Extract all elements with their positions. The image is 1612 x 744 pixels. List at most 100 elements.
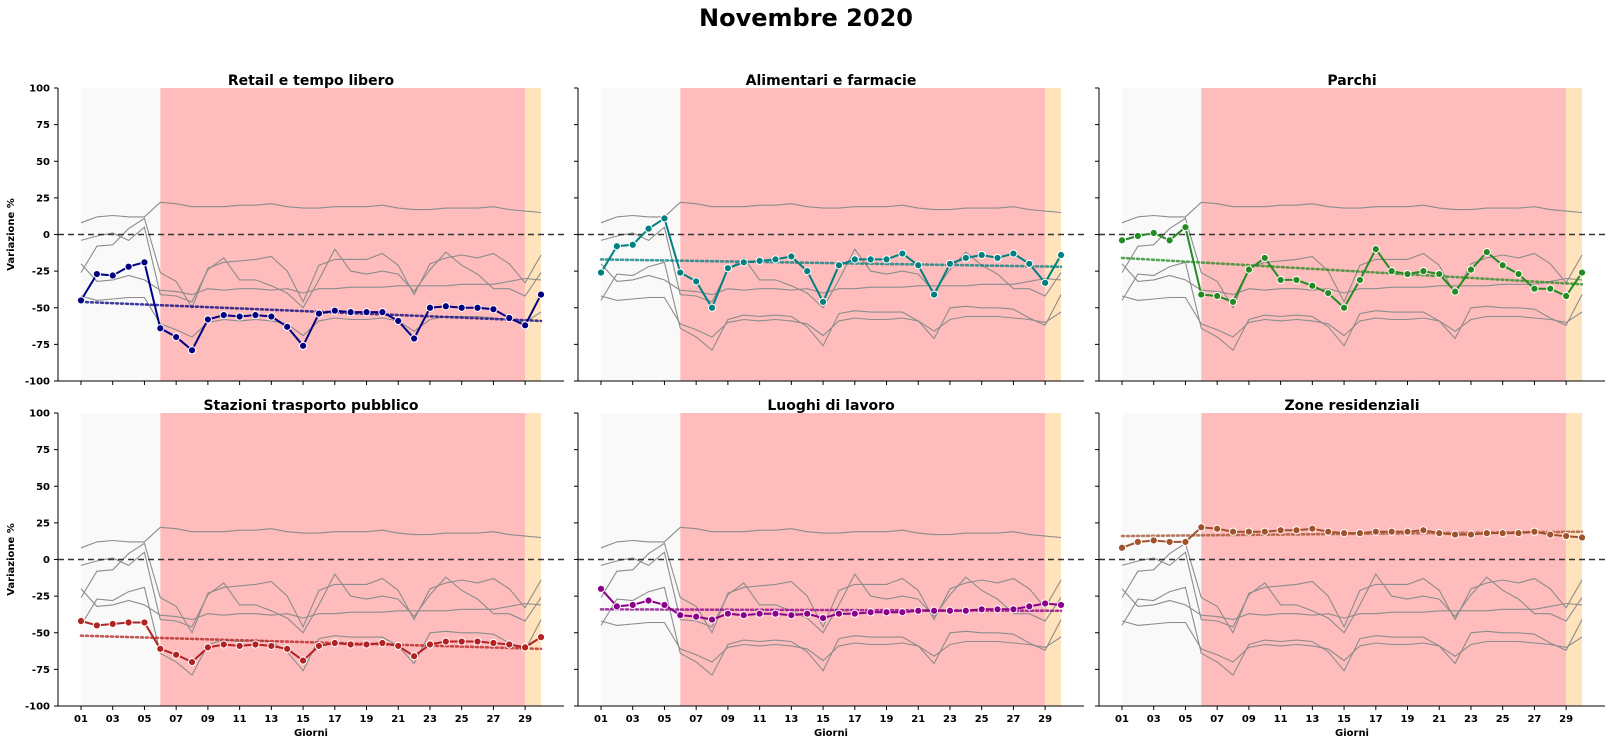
data-point <box>521 321 530 330</box>
data-point <box>739 258 748 267</box>
y-tick-label: 100 <box>29 84 50 95</box>
data-point <box>187 346 197 355</box>
x-tick-label: 23 <box>423 714 437 725</box>
data-point <box>203 643 212 652</box>
data-point <box>1009 605 1018 614</box>
trend-line <box>1120 256 1584 286</box>
context-line-5 <box>600 263 1062 296</box>
data-point <box>536 290 546 299</box>
x-tick-label: 13 <box>264 714 278 725</box>
data-point <box>108 619 117 629</box>
y-tick-label: -25 <box>32 267 50 278</box>
data-point <box>866 255 875 264</box>
x-axis-label: Giorni <box>814 728 848 739</box>
data-point <box>235 641 244 651</box>
data-point <box>834 261 844 270</box>
data-point <box>140 258 149 267</box>
data-point <box>410 652 419 661</box>
context-line-6 <box>600 201 1062 224</box>
data-point <box>676 611 685 620</box>
y-axis-label: Variazione % <box>6 198 17 271</box>
data-point <box>1308 524 1317 533</box>
data-point <box>1355 275 1365 285</box>
data-point <box>1403 269 1412 279</box>
data-point <box>410 334 419 343</box>
data-point <box>707 615 717 624</box>
data-point <box>1165 537 1174 547</box>
x-tick-label: 17 <box>1369 714 1383 725</box>
x-tick-label: 15 <box>1337 714 1351 725</box>
data-point <box>660 214 669 223</box>
data-point <box>1435 269 1444 279</box>
data-point <box>771 255 780 264</box>
data-point <box>1009 249 1018 258</box>
data-point <box>1403 527 1412 536</box>
x-tick-label: 27 <box>1006 714 1020 725</box>
data-point <box>1149 536 1158 545</box>
trend-line <box>599 608 1063 613</box>
data-point <box>1213 291 1222 301</box>
data-point <box>378 308 387 317</box>
context-line-1 <box>80 586 542 677</box>
context-line-5 <box>1121 263 1583 296</box>
data-point <box>283 644 292 653</box>
data-point <box>298 341 308 350</box>
x-tick-label: 03 <box>1147 714 1161 725</box>
x-axis-label: Giorni <box>1335 728 1369 739</box>
context-line-5 <box>80 588 542 621</box>
y-tick-label: 75 <box>36 120 50 131</box>
data-point <box>362 640 371 649</box>
y-tick-label: -50 <box>32 303 50 314</box>
data-point <box>644 224 653 233</box>
data-point <box>457 637 466 646</box>
data-point <box>219 640 228 649</box>
x-tick-label: 19 <box>360 714 374 725</box>
data-point <box>1466 530 1476 539</box>
data-point <box>394 316 403 326</box>
data-point <box>850 255 859 264</box>
data-point <box>1117 543 1127 552</box>
data-point <box>1371 527 1380 536</box>
x-tick-label: 07 <box>169 714 183 725</box>
x-tick-label: 25 <box>455 714 469 725</box>
x-tick-label: 09 <box>201 714 215 725</box>
data-point <box>1041 278 1050 287</box>
x-tick-label: 07 <box>689 714 703 725</box>
data-point <box>1308 281 1317 290</box>
data-point <box>394 641 403 651</box>
subplot-title: Retail e tempo libero <box>228 73 395 89</box>
data-point <box>1041 599 1050 608</box>
y-tick-label: -100 <box>25 377 50 388</box>
context-line-2 <box>80 542 542 635</box>
data-point <box>1228 527 1238 536</box>
data-point <box>596 268 606 277</box>
data-point <box>1197 523 1206 532</box>
data-point <box>1056 250 1066 260</box>
data-point <box>1025 259 1034 268</box>
x-tick-label: 21 <box>911 714 925 725</box>
data-point <box>251 640 260 649</box>
data-point <box>707 303 717 312</box>
x-tick-label: 13 <box>1305 714 1319 725</box>
x-tick-label: 29 <box>518 714 532 725</box>
data-point <box>961 606 970 615</box>
data-point <box>108 271 117 280</box>
data-point <box>1466 265 1476 274</box>
data-point <box>612 602 621 611</box>
x-tick-label: 07 <box>1210 714 1224 725</box>
data-point <box>298 656 308 665</box>
data-point <box>219 310 228 320</box>
subplot-title: Parchi <box>1327 73 1376 89</box>
data-point <box>961 253 970 263</box>
data-point <box>1133 231 1142 241</box>
data-point <box>993 605 1002 614</box>
data-point <box>930 606 939 615</box>
data-point <box>536 633 546 642</box>
x-tick-label: 03 <box>106 714 120 725</box>
data-point <box>1181 537 1190 547</box>
data-point <box>1117 236 1127 245</box>
data-point <box>1419 267 1428 276</box>
x-tick-label: 13 <box>784 714 798 725</box>
subplot-2: Alimentari e farmacie <box>574 73 1084 385</box>
x-tick-label: 17 <box>328 714 342 725</box>
